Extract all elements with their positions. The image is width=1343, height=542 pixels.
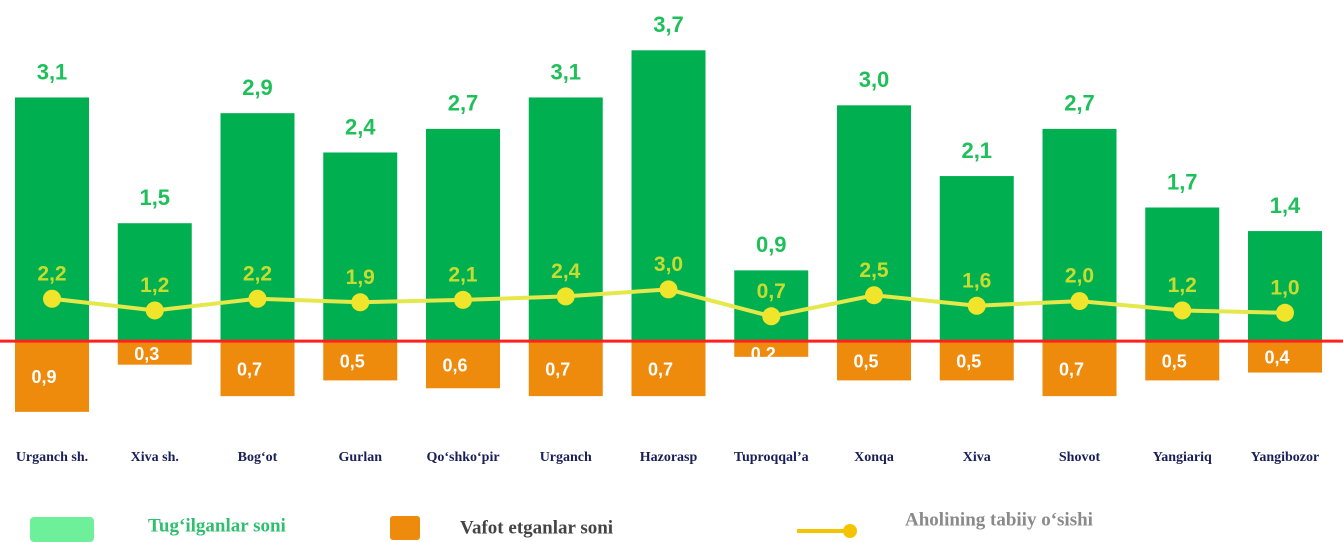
value-label: 1,0 (1270, 276, 1299, 299)
value-label: 0,6 (442, 355, 467, 375)
value-label: 2,0 (1065, 265, 1094, 288)
bar (426, 341, 500, 389)
bar (1145, 341, 1220, 381)
bar (15, 341, 89, 412)
legend-label: Tug‘ilganlar soni (148, 515, 286, 536)
line-marker (351, 293, 370, 312)
value-label: 2,2 (37, 262, 66, 285)
value-label: 0,5 (853, 352, 878, 372)
line-marker (556, 287, 575, 306)
value-label: 2,4 (345, 114, 376, 139)
line-marker (1276, 303, 1294, 322)
value-label: 1,4 (1270, 193, 1301, 218)
x-tick-label: Bog‘ot (238, 450, 278, 465)
value-label: 0,7 (545, 359, 570, 379)
bar (117, 223, 192, 342)
x-tick-label: Tuproqqal’a (734, 450, 809, 465)
value-label: 3,0 (859, 67, 890, 92)
legend-swatch (390, 516, 420, 540)
line-marker (659, 280, 678, 299)
value-label: 1,2 (1168, 274, 1197, 297)
value-label: 3,1 (550, 59, 581, 84)
value-label: 2,4 (551, 260, 581, 283)
line-marker (762, 307, 781, 326)
value-label: 2,5 (859, 259, 889, 282)
x-tick-label: Yangibozor (1251, 450, 1319, 465)
bar (1248, 341, 1322, 373)
line-marker (967, 296, 986, 315)
bar (426, 128, 500, 342)
x-tick-label: Yangiariq (1153, 450, 1212, 465)
value-label: 0,5 (340, 352, 365, 372)
x-tick-label: Xiva (963, 450, 991, 465)
line-marker (454, 290, 472, 309)
bar (117, 341, 192, 365)
legend-marker (843, 524, 857, 538)
x-tick-label: Gurlan (338, 450, 382, 465)
value-label: 0,7 (757, 280, 786, 303)
bar (323, 341, 398, 381)
line-marker (865, 286, 883, 305)
value-label: 1,5 (139, 185, 170, 210)
bar (1042, 341, 1117, 397)
line-marker (145, 301, 164, 320)
bar (837, 105, 911, 342)
bar (220, 341, 295, 397)
bar (734, 270, 809, 342)
value-label: 0,4 (1264, 348, 1289, 368)
x-tick-label: Xonqa (854, 450, 894, 465)
value-label: 1,9 (346, 266, 375, 289)
legend-swatch (30, 517, 94, 542)
value-label: 3,7 (653, 12, 684, 37)
x-tick-label: Urganch sh. (16, 450, 88, 465)
value-label: 3,1 (37, 59, 68, 84)
bar (939, 176, 1014, 342)
x-tick-label: Shovot (1059, 450, 1101, 465)
bar (528, 341, 603, 397)
value-label: 2,1 (961, 138, 992, 163)
value-label: 0,7 (1059, 359, 1084, 379)
x-tick-label: Xiva sh. (131, 450, 179, 465)
bar (1248, 231, 1322, 342)
x-tick-label: Urganch (540, 450, 592, 465)
value-label: 1,7 (1167, 169, 1198, 194)
value-label: 0,3 (134, 344, 159, 364)
line-marker (1173, 301, 1192, 320)
line-marker (1070, 292, 1089, 311)
x-tick-label: Qo‘shko‘pir (426, 450, 499, 465)
value-label: 1,6 (962, 269, 991, 292)
value-label: 2,2 (243, 262, 272, 285)
x-tick-label: Hazorasp (640, 450, 698, 465)
legend-label: Aholining tabiiy o‘sishi (905, 509, 1093, 530)
bar (323, 152, 398, 342)
bar (939, 341, 1014, 381)
value-label: 2,7 (448, 91, 479, 116)
value-label: 0,7 (648, 359, 673, 379)
value-label: 2,9 (242, 75, 273, 100)
value-label: 0,7 (237, 359, 262, 379)
line-marker (248, 289, 267, 308)
bar (734, 341, 809, 357)
value-label: 2,1 (448, 263, 478, 286)
value-label: 1,2 (140, 274, 169, 297)
value-label: 0,9 (31, 367, 56, 387)
bar (837, 341, 911, 381)
value-label: 0,2 (751, 344, 776, 364)
value-label: 0,5 (956, 352, 981, 372)
value-label: 0,5 (1162, 352, 1187, 372)
value-label: 2,7 (1064, 91, 1095, 116)
value-label: 3,0 (654, 253, 683, 276)
line-marker (43, 289, 61, 308)
value-label: 0,9 (756, 232, 787, 257)
bar (631, 341, 706, 397)
legend-label: Vafot etganlar soni (460, 517, 613, 538)
